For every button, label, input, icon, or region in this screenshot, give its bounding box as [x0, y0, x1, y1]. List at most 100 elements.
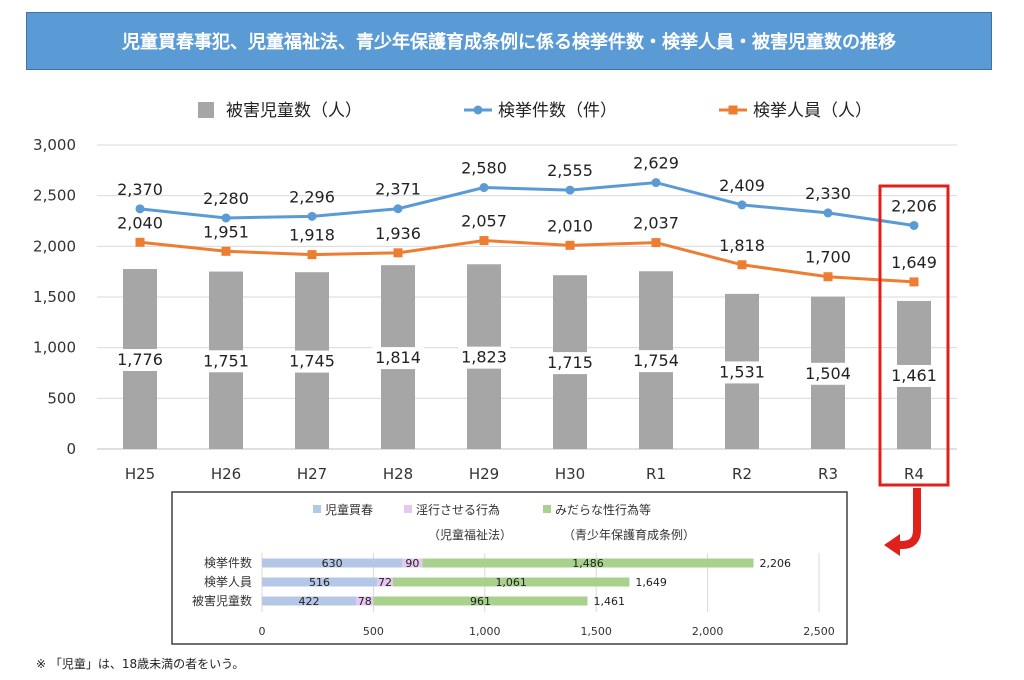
legend-label: 検挙件数（件）	[498, 101, 617, 121]
legend-swatch-bar	[198, 102, 214, 118]
cases-data-label: 2,409	[719, 176, 765, 195]
cases-data-label: 2,371	[375, 180, 421, 199]
sub-bar-segment	[376, 577, 394, 587]
breakdown-frame	[171, 491, 848, 645]
sub-segment-label: 422	[299, 595, 320, 608]
legend-label: 被害児童数（人）	[226, 101, 362, 121]
cases-line	[139, 181, 915, 227]
sub-total-label: 1,461	[594, 595, 626, 608]
sub-legend-label: 児童買春	[325, 502, 373, 517]
sub-segment-label: 90	[405, 557, 419, 570]
sub-segment-label: 961	[470, 595, 491, 608]
sub-bar-segment	[356, 596, 374, 606]
sub-legend-swatch	[313, 505, 321, 513]
persons-point	[909, 277, 919, 287]
persons-point	[565, 240, 575, 250]
persons-data-label: 2,057	[461, 212, 507, 231]
bar-data-label: 1,776	[117, 350, 163, 369]
sub-segment-label: 78	[358, 595, 372, 608]
legend-swatch-marker	[728, 105, 738, 115]
sub-legend-label: 淫行させる行為	[416, 503, 500, 517]
y-tick-label: 2,500	[33, 187, 76, 205]
x-tick-label: H29	[469, 465, 499, 483]
cases-point	[393, 204, 403, 214]
persons-data-label: 1,818	[719, 236, 765, 255]
sub-y-tick-label: 被害児童数	[192, 593, 252, 608]
sub-bar-segment	[373, 596, 588, 606]
sub-x-tick-label: 1,000	[469, 625, 501, 638]
sub-x-tick-label: 1,500	[580, 625, 612, 638]
cases-data-label: 2,629	[633, 154, 679, 173]
persons-data-label: 2,010	[547, 216, 593, 235]
bar-data-label: 1,504	[805, 364, 851, 383]
persons-data-label: 1,936	[375, 224, 421, 243]
persons-point	[823, 272, 833, 282]
bar-data-label: 1,751	[203, 351, 249, 370]
cases-point	[307, 211, 317, 221]
cases-data-label: 2,580	[461, 159, 507, 178]
bar-label-bg	[888, 364, 940, 387]
y-tick-label: 500	[47, 389, 76, 407]
footnote: ※ 「児童」は、18歳未満の者をいう。	[36, 657, 245, 671]
cases-point	[135, 204, 145, 214]
cases-data-label: 2,296	[289, 187, 335, 206]
x-tick-label: H28	[383, 465, 413, 483]
bar-label-bg	[200, 350, 252, 373]
bar-data-label: 1,531	[719, 362, 765, 381]
cases-data-label: 2,370	[117, 180, 163, 199]
cases-data-label: 2,206	[891, 196, 937, 215]
x-tick-label: R1	[646, 465, 666, 483]
sub-segment-label: 72	[378, 576, 392, 589]
bar-label-bg	[372, 347, 424, 370]
bar-data-label: 1,754	[633, 351, 679, 370]
bar-label-bg	[630, 350, 682, 373]
bar-label-bg	[114, 349, 166, 372]
sub-x-tick-label: 500	[363, 625, 384, 638]
persons-data-label: 1,951	[203, 222, 249, 241]
x-tick-label: H25	[125, 465, 155, 483]
sub-legend-note: （児童福祉法）	[428, 527, 512, 542]
highlight-box	[878, 184, 950, 487]
sub-bar-segment	[262, 577, 377, 587]
persons-line	[139, 239, 915, 284]
bar-label-bg	[716, 361, 768, 384]
sub-legend-swatch	[543, 505, 551, 513]
sub-bar-segment	[262, 558, 403, 568]
cases-point	[823, 208, 833, 218]
persons-data-label: 1,649	[891, 253, 937, 272]
persons-point	[393, 248, 403, 258]
sub-total-label: 2,206	[759, 557, 791, 570]
y-tick-label: 2,000	[33, 237, 76, 255]
trend-chart: 0 500 1,000 1,500 2,000 2,500 3,000 H25 H26 H27 H2…	[33, 101, 957, 487]
persons-data-label: 2,040	[117, 213, 163, 232]
persons-data-label: 1,700	[805, 248, 851, 267]
x-tick-label: R2	[732, 465, 752, 483]
sub-bar-segment	[422, 558, 754, 568]
cases-point	[737, 200, 747, 210]
persons-point	[651, 238, 661, 248]
bar-data-label: 1,461	[891, 366, 937, 385]
sub-x-tick-label: 2,000	[692, 625, 724, 638]
x-tick-label: H27	[297, 465, 327, 483]
pointer-arrow-head	[884, 534, 900, 556]
persons-point	[737, 260, 747, 270]
sub-segment-label: 1,486	[572, 557, 604, 570]
legend-label: 検挙人員（人）	[753, 101, 872, 121]
cases-data-label: 2,280	[203, 189, 249, 208]
sub-y-tick-label: 検挙件数	[204, 555, 252, 570]
sub-segment-label: 1,061	[495, 576, 527, 589]
sub-legend-swatch	[404, 505, 412, 513]
bar-label-bg	[802, 362, 854, 385]
x-tick-label: R4	[904, 465, 924, 483]
cases-point	[909, 220, 919, 230]
cases-point	[479, 183, 489, 193]
persons-point	[479, 236, 489, 246]
y-tick-label: 1,500	[33, 288, 76, 306]
title-banner: 児童買春事犯、児童福祉法、青少年保護育成条例に係る検挙件数・検挙人員・被害児童数…	[26, 12, 992, 70]
y-tick-label: 0	[66, 440, 76, 458]
pointer-arrow-shaft	[898, 488, 921, 549]
page-title: 児童買春事犯、児童福祉法、青少年保護育成条例に係る検挙件数・検挙人員・被害児童数…	[122, 32, 896, 53]
sub-segment-label: 516	[309, 576, 330, 589]
bar-data-label: 1,823	[461, 348, 507, 367]
sub-x-tick-label: 0	[259, 625, 266, 638]
